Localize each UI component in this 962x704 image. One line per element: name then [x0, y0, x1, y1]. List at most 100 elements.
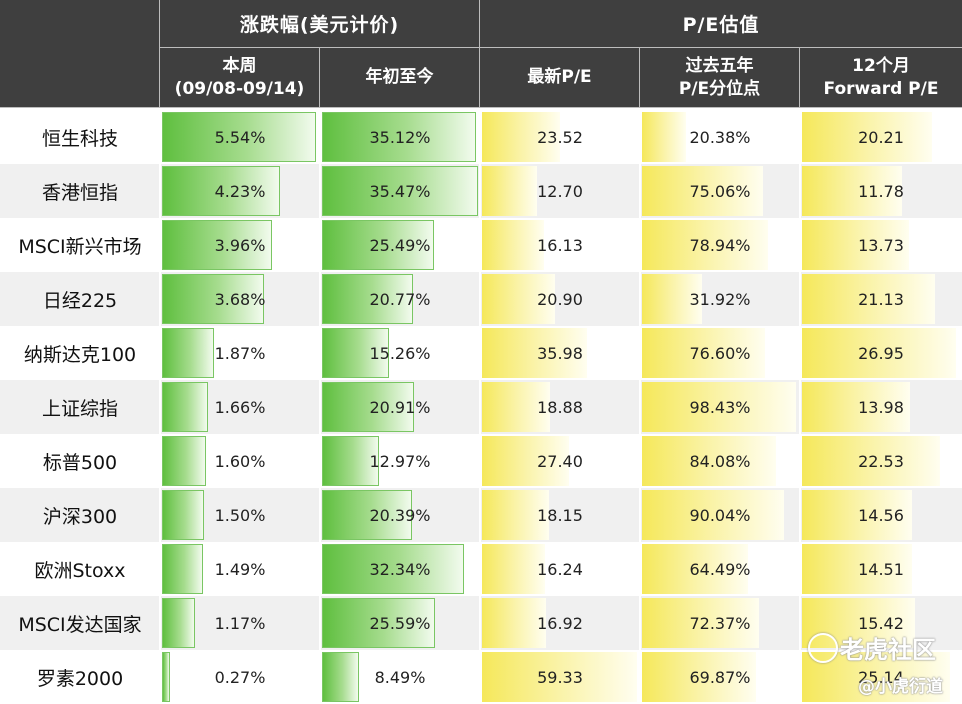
- value-week: 1.49%: [214, 559, 266, 579]
- row-label: 沪深300: [42, 505, 118, 528]
- bar-pctl: [642, 274, 702, 324]
- cell-ytd: 8.49%: [320, 650, 480, 704]
- value-pe: 12.70: [537, 181, 583, 201]
- value-week: 3.96%: [214, 235, 266, 255]
- bar-pe: [482, 652, 637, 702]
- value-pctl: 90.04%: [689, 505, 751, 525]
- bar-week: [162, 652, 170, 702]
- bar-week: [162, 328, 214, 378]
- cell-pctl: 20.38%: [640, 110, 800, 164]
- value-fwd: 11.78: [858, 181, 904, 201]
- bar-ytd: [322, 382, 414, 432]
- cell-pctl: 72.37%: [640, 596, 800, 650]
- cell-fwd: 13.98: [800, 380, 962, 434]
- bar-pctl: [642, 652, 756, 702]
- column-divider: [639, 108, 641, 704]
- value-fwd: 14.56: [858, 505, 904, 525]
- bar-fwd: [802, 220, 909, 270]
- bar-ytd: [322, 328, 389, 378]
- value-week: 1.60%: [214, 451, 266, 471]
- bar-week: [162, 490, 204, 540]
- bar-fwd: [802, 382, 910, 432]
- value-pctl: 20.38%: [689, 127, 751, 147]
- bar-pe: [482, 490, 549, 540]
- col-header-forward-line2: Forward P/E: [823, 78, 939, 99]
- bar-week: [162, 382, 208, 432]
- cell-pctl: 78.94%: [640, 218, 800, 272]
- row-label: MSCI新兴市场: [18, 235, 142, 258]
- col-header-percentile-line2: P/E分位点: [678, 78, 761, 99]
- bar-week: [162, 598, 195, 648]
- col-header-week-line1: 本周: [222, 55, 257, 76]
- cell-pe: 27.40: [480, 434, 640, 488]
- cell-fwd: 20.21: [800, 110, 962, 164]
- bar-pctl: [642, 220, 768, 270]
- row-label: 纳斯达克100: [23, 343, 137, 366]
- value-week: 1.66%: [214, 397, 266, 417]
- cell-ytd: 20.77%: [320, 272, 480, 326]
- cell-week: 1.60%: [160, 434, 320, 488]
- cell-pctl: 69.87%: [640, 650, 800, 704]
- row-label: 香港恒指: [41, 181, 118, 204]
- cell-pctl: 90.04%: [640, 488, 800, 542]
- col-header-percentile-line1: 过去五年: [685, 55, 754, 76]
- value-fwd: 21.13: [858, 289, 904, 309]
- cell-pctl: 31.92%: [640, 272, 800, 326]
- bar-fwd: [802, 544, 912, 594]
- value-pe: 18.15: [537, 505, 583, 525]
- cell-week: 1.87%: [160, 326, 320, 380]
- bar-week: [162, 544, 203, 594]
- bar-fwd: [802, 274, 935, 324]
- bar-week: [162, 166, 280, 216]
- cell-pe: 18.15: [480, 488, 640, 542]
- bar-pe: [482, 382, 550, 432]
- cell-week: 1.17%: [160, 596, 320, 650]
- cell-week: 1.49%: [160, 542, 320, 596]
- value-pctl: 76.60%: [689, 343, 751, 363]
- cell-ytd: 35.47%: [320, 164, 480, 218]
- bar-week: [162, 220, 272, 270]
- watermark-text: 老虎社区: [840, 636, 936, 664]
- value-ytd: 25.59%: [369, 613, 431, 633]
- value-ytd: 35.47%: [369, 181, 431, 201]
- col-header-forward-pe: 12个月 Forward P/E: [800, 48, 962, 108]
- value-pctl: 78.94%: [689, 235, 751, 255]
- value-week: 3.68%: [214, 289, 266, 309]
- column-divider: [319, 108, 321, 704]
- cell-pe: 16.92: [480, 596, 640, 650]
- cell-week: 3.68%: [160, 272, 320, 326]
- value-ytd: 12.97%: [369, 451, 431, 471]
- value-fwd: 15.42: [858, 613, 904, 633]
- bar-ytd: [322, 436, 379, 486]
- cell-fwd: 14.51: [800, 542, 962, 596]
- cell-ytd: 20.91%: [320, 380, 480, 434]
- bar-pctl: [642, 490, 784, 540]
- bar-fwd: [802, 166, 902, 216]
- cell-fwd: 13.73: [800, 218, 962, 272]
- cell-ytd: 12.97%: [320, 434, 480, 488]
- value-pctl: 72.37%: [689, 613, 751, 633]
- col-header-ytd-label: 年初至今: [365, 67, 434, 87]
- bar-pctl: [642, 544, 748, 594]
- cell-fwd: 11.78: [800, 164, 962, 218]
- bar-pe: [482, 598, 546, 648]
- value-fwd: 14.51: [858, 559, 904, 579]
- cell-fwd: 22.53: [800, 434, 962, 488]
- value-ytd: 8.49%: [374, 667, 426, 687]
- value-fwd: 20.21: [858, 127, 904, 147]
- value-ytd: 32.34%: [369, 559, 431, 579]
- cell-week: 3.96%: [160, 218, 320, 272]
- bar-ytd: [322, 166, 478, 216]
- value-ytd: 25.49%: [369, 235, 431, 255]
- col-header-percentile: 过去五年 P/E分位点: [640, 48, 800, 108]
- cell-pctl: 98.43%: [640, 380, 800, 434]
- value-pe: 18.88: [537, 397, 583, 417]
- cell-pctl: 84.08%: [640, 434, 800, 488]
- bar-pe: [482, 436, 569, 486]
- cell-week: 1.66%: [160, 380, 320, 434]
- col-header-week: 本周 (09/08-09/14): [160, 48, 320, 108]
- value-pe: 23.52: [537, 127, 583, 147]
- cell-fwd: 15.42: [800, 596, 962, 650]
- row-label: MSCI发达国家: [18, 613, 142, 636]
